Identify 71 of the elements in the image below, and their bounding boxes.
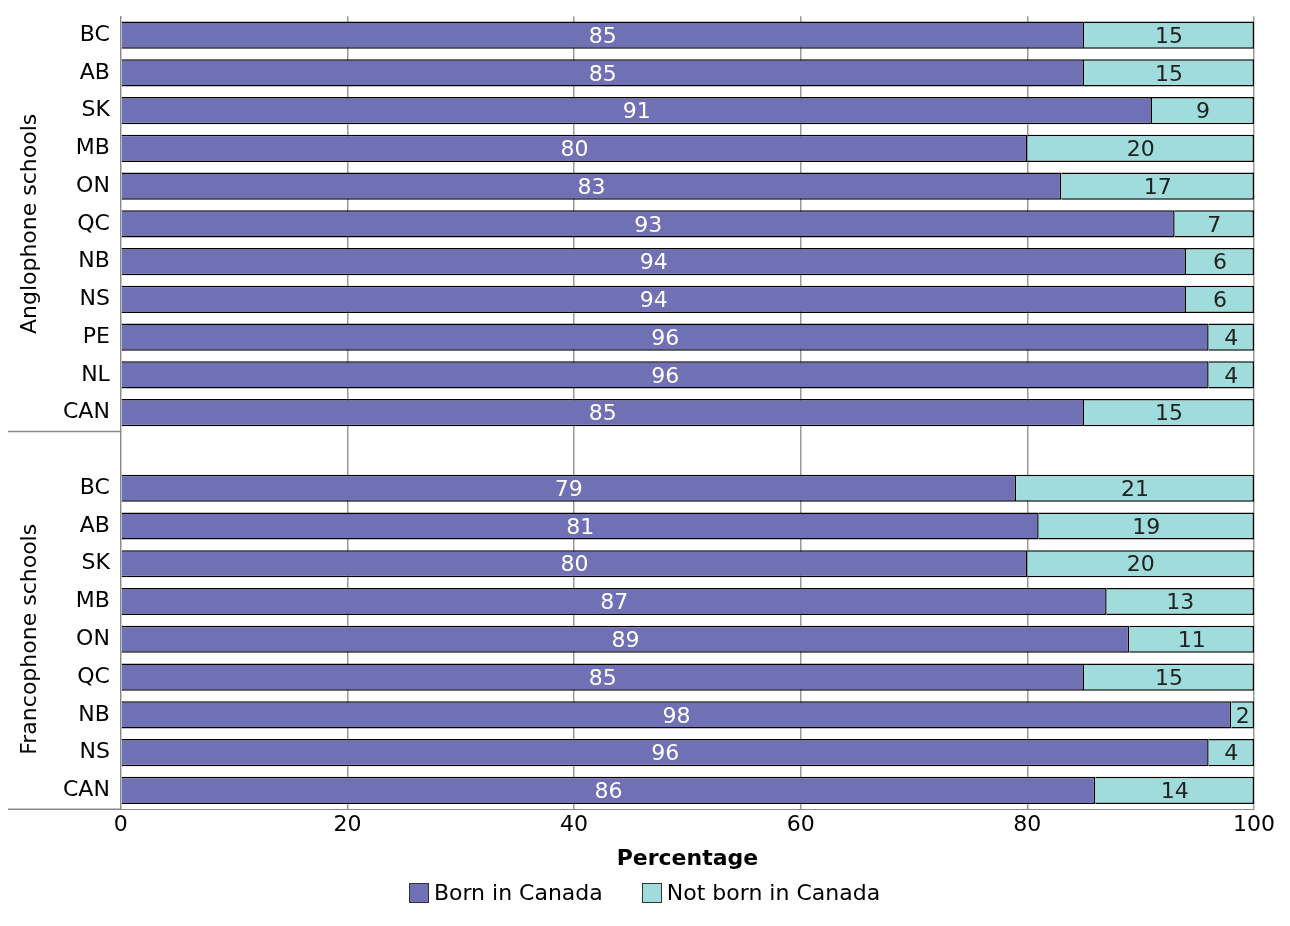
y-tick-label: SK	[81, 96, 111, 122]
y-tick-label: NS	[79, 285, 110, 311]
data-label: 20	[1126, 136, 1155, 162]
data-label: 86	[594, 778, 623, 804]
y-tick-label: BC	[79, 20, 110, 46]
y-tick-label: AB	[79, 58, 110, 84]
data-label: 93	[634, 211, 663, 237]
data-label: 96	[651, 362, 680, 388]
data-label: 79	[554, 475, 583, 501]
data-label: 80	[560, 551, 589, 577]
text: Francophone schools	[15, 523, 41, 755]
y-tick-label: MB	[75, 134, 110, 160]
y-tick-label: AB	[79, 511, 110, 537]
legend-label: Not born in Canada	[666, 880, 881, 905]
data-label: 7	[1207, 211, 1222, 237]
data-label: 98	[662, 702, 691, 728]
data-label: 6	[1213, 287, 1228, 313]
x-tick-label: 20	[333, 811, 362, 837]
data-label: 80	[560, 136, 589, 162]
data-label: 91	[622, 98, 651, 124]
y-tick-label: QC	[77, 662, 110, 688]
data-label: 83	[577, 173, 606, 199]
y-tick-label: ON	[76, 624, 110, 650]
data-label: 9	[1196, 98, 1211, 124]
x-axis-title: Percentage	[616, 844, 759, 870]
data-label: 85	[588, 22, 617, 48]
y-tick-label: PE	[82, 322, 110, 348]
y-tick-label: ON	[76, 171, 110, 197]
y-tick-label: MB	[75, 587, 110, 613]
x-tick-label: 100	[1233, 811, 1275, 837]
y-tick-label: CAN	[62, 776, 110, 802]
data-label: 15	[1155, 22, 1184, 48]
data-label: 20	[1126, 551, 1155, 577]
data-label: 94	[639, 287, 668, 313]
data-label: 87	[600, 589, 629, 615]
data-label: 13	[1166, 589, 1195, 615]
data-label: 19	[1132, 513, 1161, 539]
data-label: 15	[1155, 400, 1184, 426]
data-label: 96	[651, 324, 680, 350]
x-tick-label: 80	[1013, 811, 1042, 837]
x-tick-label: 40	[560, 811, 589, 837]
data-label: 15	[1155, 60, 1184, 86]
y-tick-label: NB	[78, 700, 110, 726]
data-label: 4	[1224, 362, 1239, 388]
y-tick-label: CAN	[62, 398, 110, 424]
x-tick-label: 0	[113, 811, 128, 837]
data-label: 4	[1224, 324, 1239, 350]
y-tick-label: NL	[81, 360, 111, 386]
data-label: 81	[566, 513, 595, 539]
y-tick-label: NS	[79, 738, 110, 764]
data-label: 4	[1224, 740, 1239, 766]
data-label: 96	[651, 740, 680, 766]
data-label: 11	[1177, 626, 1206, 652]
text: Anglophone schools	[15, 113, 41, 335]
data-label: 17	[1143, 173, 1172, 199]
data-label: 15	[1155, 664, 1184, 690]
y-tick-label: QC	[77, 209, 110, 235]
y-tick-label: BC	[79, 473, 110, 499]
x-tick-label: 60	[786, 811, 815, 837]
legend-label: Born in Canada	[433, 880, 603, 905]
data-label: 6	[1213, 249, 1228, 275]
data-label: 85	[588, 664, 617, 690]
data-label: 14	[1160, 778, 1189, 804]
data-label: 89	[611, 626, 640, 652]
data-label: 85	[588, 60, 617, 86]
data-label: 2	[1235, 702, 1250, 728]
y-tick-label: SK	[81, 549, 111, 575]
data-label: 94	[639, 249, 668, 275]
y-tick-label: NB	[78, 247, 110, 273]
data-label: 85	[588, 400, 617, 426]
data-label: 21	[1121, 475, 1150, 501]
